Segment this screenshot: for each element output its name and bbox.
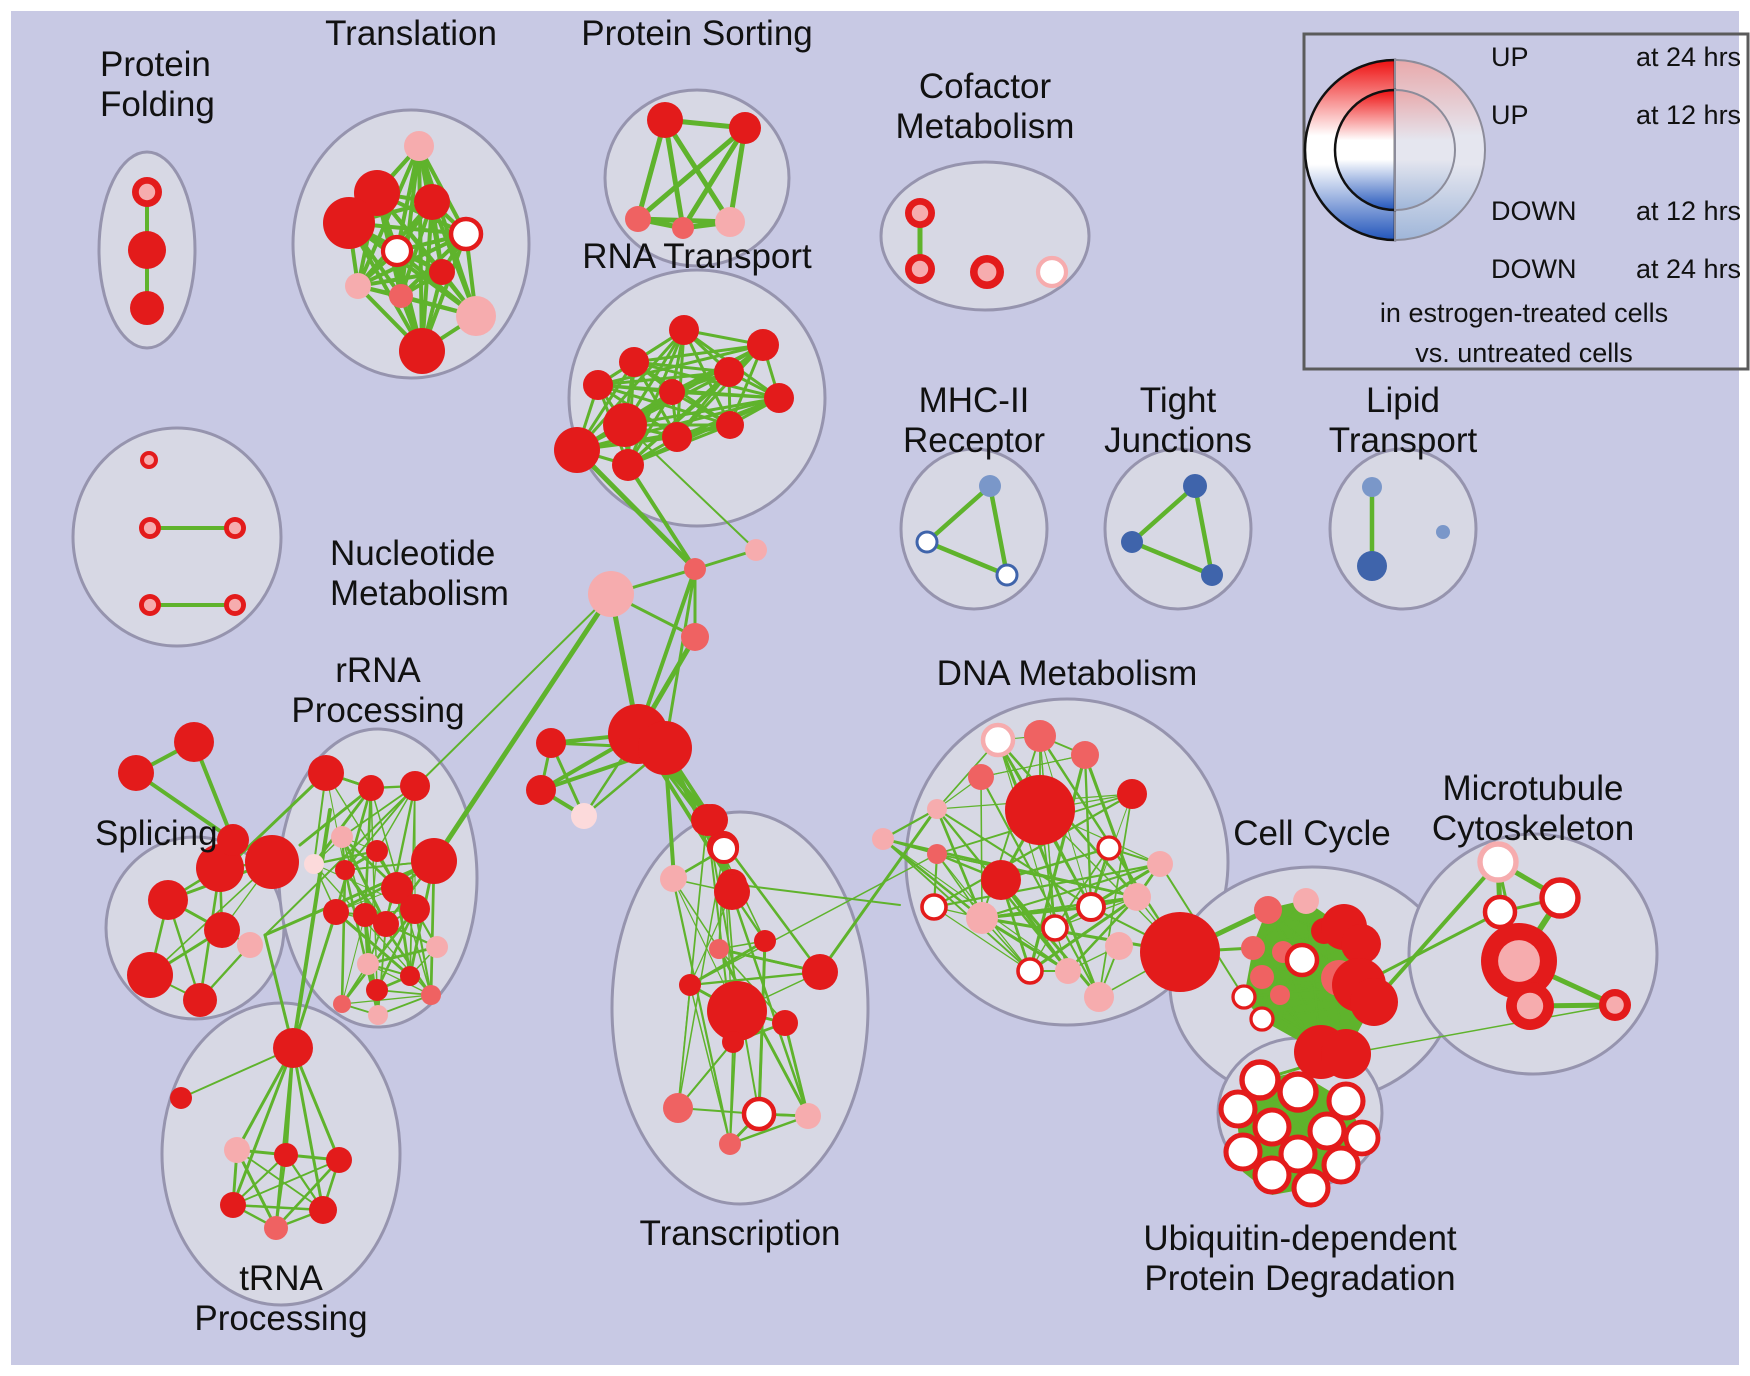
svg-text:at 24 hrs: at 24 hrs [1636,42,1741,72]
svg-text:vs. untreated cells: vs. untreated cells [1415,338,1633,368]
svg-text:Junctions: Junctions [1104,421,1252,460]
svg-text:Translation: Translation [325,14,497,53]
svg-text:Splicing: Splicing [95,814,218,853]
svg-text:RNA Transport: RNA Transport [582,237,812,276]
svg-text:Processing: Processing [194,1299,367,1338]
svg-text:UP: UP [1491,100,1529,130]
svg-text:Protein Degradation: Protein Degradation [1144,1259,1455,1298]
svg-text:Folding: Folding [100,85,215,124]
svg-text:Microtubule: Microtubule [1443,769,1624,808]
svg-text:Transcription: Transcription [640,1214,841,1253]
svg-text:DOWN: DOWN [1491,196,1576,226]
svg-text:Cytoskeleton: Cytoskeleton [1432,809,1634,848]
svg-text:Tight: Tight [1140,381,1217,420]
svg-text:Cofactor: Cofactor [919,67,1052,106]
svg-text:Protein Sorting: Protein Sorting [581,14,813,53]
svg-text:Metabolism: Metabolism [896,107,1075,146]
svg-text:at 12 hrs: at 12 hrs [1636,196,1741,226]
svg-text:MHC-II: MHC-II [919,381,1030,420]
svg-text:Cell Cycle: Cell Cycle [1233,814,1391,853]
svg-text:at 24 hrs: at 24 hrs [1636,254,1741,284]
svg-text:Metabolism: Metabolism [330,574,509,613]
svg-text:Processing: Processing [291,691,464,730]
svg-text:tRNA: tRNA [239,1259,323,1298]
svg-text:Lipid: Lipid [1366,381,1440,420]
svg-text:rRNA: rRNA [335,651,421,690]
svg-text:DOWN: DOWN [1491,254,1576,284]
svg-text:Ubiquitin-dependent: Ubiquitin-dependent [1143,1219,1457,1258]
svg-text:UP: UP [1491,42,1529,72]
svg-text:at 12 hrs: at 12 hrs [1636,100,1741,130]
svg-text:Nucleotide: Nucleotide [330,534,495,573]
svg-text:DNA Metabolism: DNA Metabolism [937,654,1198,693]
svg-text:Receptor: Receptor [903,421,1045,460]
svg-text:in estrogen-treated cells: in estrogen-treated cells [1380,298,1668,328]
svg-text:Protein: Protein [100,45,211,84]
svg-text:Transport: Transport [1329,421,1478,460]
